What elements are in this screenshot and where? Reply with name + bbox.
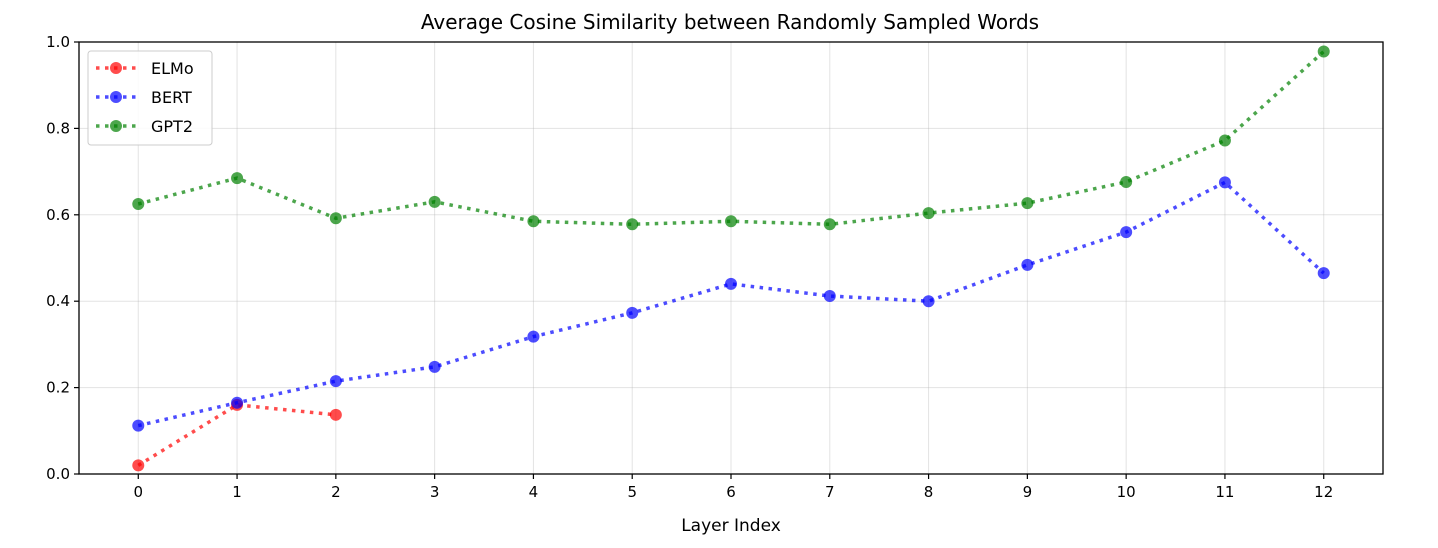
chart-title: Average Cosine Similarity between Random… bbox=[421, 10, 1039, 34]
x-tick-label: 10 bbox=[1117, 483, 1136, 501]
data-point-bert bbox=[1021, 258, 1034, 271]
x-tick-label: 4 bbox=[529, 483, 539, 501]
x-tick-label: 9 bbox=[1023, 483, 1033, 501]
data-point-bert bbox=[823, 290, 836, 303]
data-point-bert bbox=[231, 396, 244, 409]
data-point-bert bbox=[1317, 267, 1330, 280]
data-point-bert bbox=[626, 306, 639, 319]
x-tick-label: 1 bbox=[232, 483, 242, 501]
data-point-bert bbox=[527, 330, 540, 343]
series-line-elmo bbox=[137, 403, 337, 467]
x-axis-label: Layer Index bbox=[681, 516, 781, 536]
x-tick-label: 0 bbox=[133, 483, 143, 501]
data-point-gpt2 bbox=[1120, 175, 1133, 188]
data-point-gpt2 bbox=[922, 207, 935, 220]
data-point-bert bbox=[132, 419, 145, 432]
data-point-elmo bbox=[329, 408, 342, 421]
legend: ELMo BERT GPT2 bbox=[87, 50, 213, 146]
series-gpt2 bbox=[132, 45, 1330, 231]
data-point-gpt2 bbox=[1218, 134, 1231, 147]
axis-ticks: 0 1 2 3 4 5 6 7 8 9 10 11 120.00.20.40.60.81.0 bbox=[46, 33, 1333, 501]
data-point-gpt2 bbox=[823, 218, 836, 231]
x-tick-label: 7 bbox=[825, 483, 835, 501]
legend-label-elmo: ELMo bbox=[151, 59, 194, 78]
data-point-gpt2 bbox=[725, 215, 737, 228]
data-point-gpt2 bbox=[132, 198, 145, 210]
x-tick-label: 5 bbox=[627, 483, 637, 501]
data-point-gpt2 bbox=[428, 195, 441, 208]
legend-marker-elmo bbox=[110, 62, 122, 74]
y-tick-label: 0.2 bbox=[46, 379, 70, 397]
x-tick-label: 11 bbox=[1215, 483, 1234, 501]
legend-marker-gpt2 bbox=[110, 120, 122, 132]
data-point-gpt2 bbox=[626, 218, 639, 231]
x-tick-label: 2 bbox=[331, 483, 341, 501]
legend-label-bert: BERT bbox=[151, 88, 192, 107]
legend-entry-gpt2: GPT2 bbox=[96, 117, 193, 136]
y-tick-label: 1.0 bbox=[46, 33, 70, 51]
legend-marker-bert bbox=[110, 91, 122, 103]
data-point-gpt2 bbox=[329, 212, 342, 225]
series-layer bbox=[132, 45, 1330, 472]
x-tick-label: 8 bbox=[924, 483, 934, 501]
data-point-bert bbox=[922, 295, 935, 308]
x-tick-label: 3 bbox=[430, 483, 440, 501]
data-point-elmo bbox=[132, 459, 145, 472]
data-point-bert bbox=[329, 375, 342, 388]
legend-label-gpt2: GPT2 bbox=[151, 117, 193, 136]
data-point-bert bbox=[1218, 176, 1231, 189]
data-point-gpt2 bbox=[527, 215, 540, 228]
data-point-bert bbox=[1120, 226, 1133, 239]
data-point-gpt2 bbox=[1317, 45, 1330, 58]
data-point-gpt2 bbox=[1021, 197, 1034, 210]
y-tick-label: 0.0 bbox=[46, 465, 70, 483]
y-tick-label: 0.6 bbox=[46, 206, 70, 224]
y-tick-label: 0.8 bbox=[46, 119, 70, 137]
data-point-bert bbox=[428, 360, 441, 373]
data-point-bert bbox=[725, 277, 737, 290]
x-tick-label: 6 bbox=[726, 483, 736, 501]
legend-entry-elmo: ELMo bbox=[96, 59, 194, 78]
y-tick-label: 0.4 bbox=[46, 292, 70, 310]
x-tick-label: 12 bbox=[1314, 483, 1333, 501]
legend-entry-bert: BERT bbox=[96, 88, 192, 107]
series-bert bbox=[132, 176, 1330, 432]
data-point-gpt2 bbox=[231, 172, 244, 185]
